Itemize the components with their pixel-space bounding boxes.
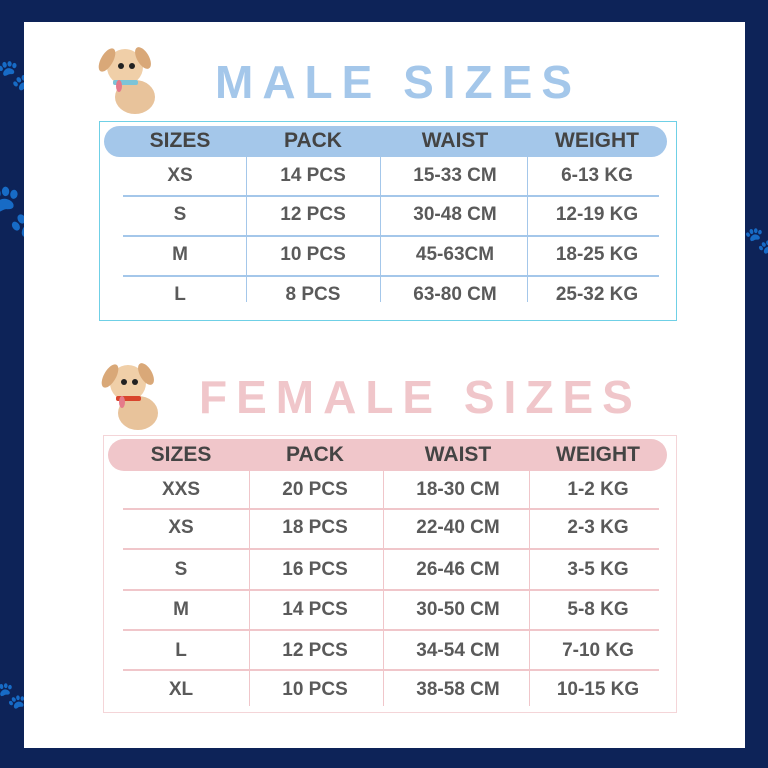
table-cell: 3-5 KG bbox=[567, 559, 629, 580]
table-cell: 1-2 KG bbox=[567, 479, 629, 500]
male-table-border bbox=[99, 121, 677, 321]
table-cell: 12 PCS bbox=[282, 640, 348, 661]
table-cell: 22-40 CM bbox=[416, 517, 500, 538]
table-cell: XXS bbox=[161, 479, 201, 500]
table-cell: 30-48 CM bbox=[413, 204, 497, 225]
female-table-border bbox=[103, 435, 677, 713]
male-sizes-title: MALE SIZES bbox=[215, 56, 582, 108]
table-cell: L bbox=[175, 640, 187, 661]
dog-red-collar-icon bbox=[101, 363, 158, 430]
column-divider bbox=[529, 471, 530, 706]
header-cell: WAIST bbox=[421, 129, 489, 152]
column-divider bbox=[383, 471, 384, 706]
table-cell: L bbox=[174, 284, 186, 305]
male-table-header bbox=[104, 126, 667, 157]
table-cell: XS bbox=[168, 517, 194, 538]
table-cell: 12-19 KG bbox=[555, 204, 639, 225]
row-divider bbox=[123, 669, 659, 671]
table-cell: 14 PCS bbox=[282, 599, 348, 620]
table-cell: 18-30 CM bbox=[416, 479, 500, 500]
table-cell: 20 PCS bbox=[282, 479, 348, 500]
female-sizes-title: FEMALE SIZES bbox=[199, 371, 642, 423]
row-divider bbox=[123, 629, 659, 631]
row-divider bbox=[123, 275, 659, 277]
female-table-header bbox=[108, 439, 667, 471]
row-divider bbox=[123, 508, 659, 510]
paw-print-icon: 🐾 bbox=[0, 680, 27, 710]
table-cell: 18-25 KG bbox=[555, 244, 639, 265]
column-divider bbox=[249, 471, 250, 706]
table-cell: 6-13 KG bbox=[561, 165, 633, 186]
table-cell: 10-15 KG bbox=[556, 679, 640, 700]
table-cell: 38-58 CM bbox=[416, 679, 500, 700]
table-cell: 2-3 KG bbox=[567, 517, 629, 538]
column-divider bbox=[527, 157, 528, 302]
table-cell: M bbox=[173, 599, 189, 620]
table-cell: S bbox=[174, 559, 188, 580]
header-cell: WEIGHT bbox=[555, 129, 639, 152]
header-cell: PACK bbox=[286, 443, 344, 466]
row-divider bbox=[123, 235, 659, 237]
table-cell: 10 PCS bbox=[280, 244, 346, 265]
row-divider bbox=[123, 589, 659, 591]
table-cell: S bbox=[173, 204, 187, 225]
table-cell: 15-33 CM bbox=[413, 165, 497, 186]
column-divider bbox=[246, 157, 247, 302]
table-cell: 18 PCS bbox=[282, 517, 348, 538]
table-cell: 8 PCS bbox=[285, 284, 341, 305]
row-divider bbox=[123, 548, 659, 550]
dog-blue-collar-icon bbox=[98, 47, 155, 114]
row-divider bbox=[123, 195, 659, 197]
table-cell: 14 PCS bbox=[280, 165, 346, 186]
table-cell: 5-8 KG bbox=[567, 599, 629, 620]
table-cell: 10 PCS bbox=[282, 679, 348, 700]
table-cell: 63-80 CM bbox=[413, 284, 497, 305]
paw-print-icon: 🐾 bbox=[744, 225, 768, 255]
header-cell: WAIST bbox=[424, 443, 492, 466]
table-cell: 26-46 CM bbox=[416, 559, 500, 580]
column-divider bbox=[380, 157, 381, 302]
header-cell: WEIGHT bbox=[556, 443, 640, 466]
table-cell: 30-50 CM bbox=[416, 599, 500, 620]
table-cell: 34-54 CM bbox=[416, 640, 500, 661]
header-cell: SIZES bbox=[149, 129, 211, 152]
table-cell: 7-10 KG bbox=[562, 640, 634, 661]
table-cell: 12 PCS bbox=[280, 204, 346, 225]
header-cell: PACK bbox=[284, 129, 342, 152]
table-cell: XL bbox=[168, 679, 194, 700]
table-cell: XS bbox=[167, 165, 193, 186]
header-cell: SIZES bbox=[150, 443, 212, 466]
table-cell: 16 PCS bbox=[282, 559, 348, 580]
table-cell: 25-32 KG bbox=[555, 284, 639, 305]
table-cell: 45-63CM bbox=[415, 244, 495, 265]
table-cell: M bbox=[172, 244, 188, 265]
